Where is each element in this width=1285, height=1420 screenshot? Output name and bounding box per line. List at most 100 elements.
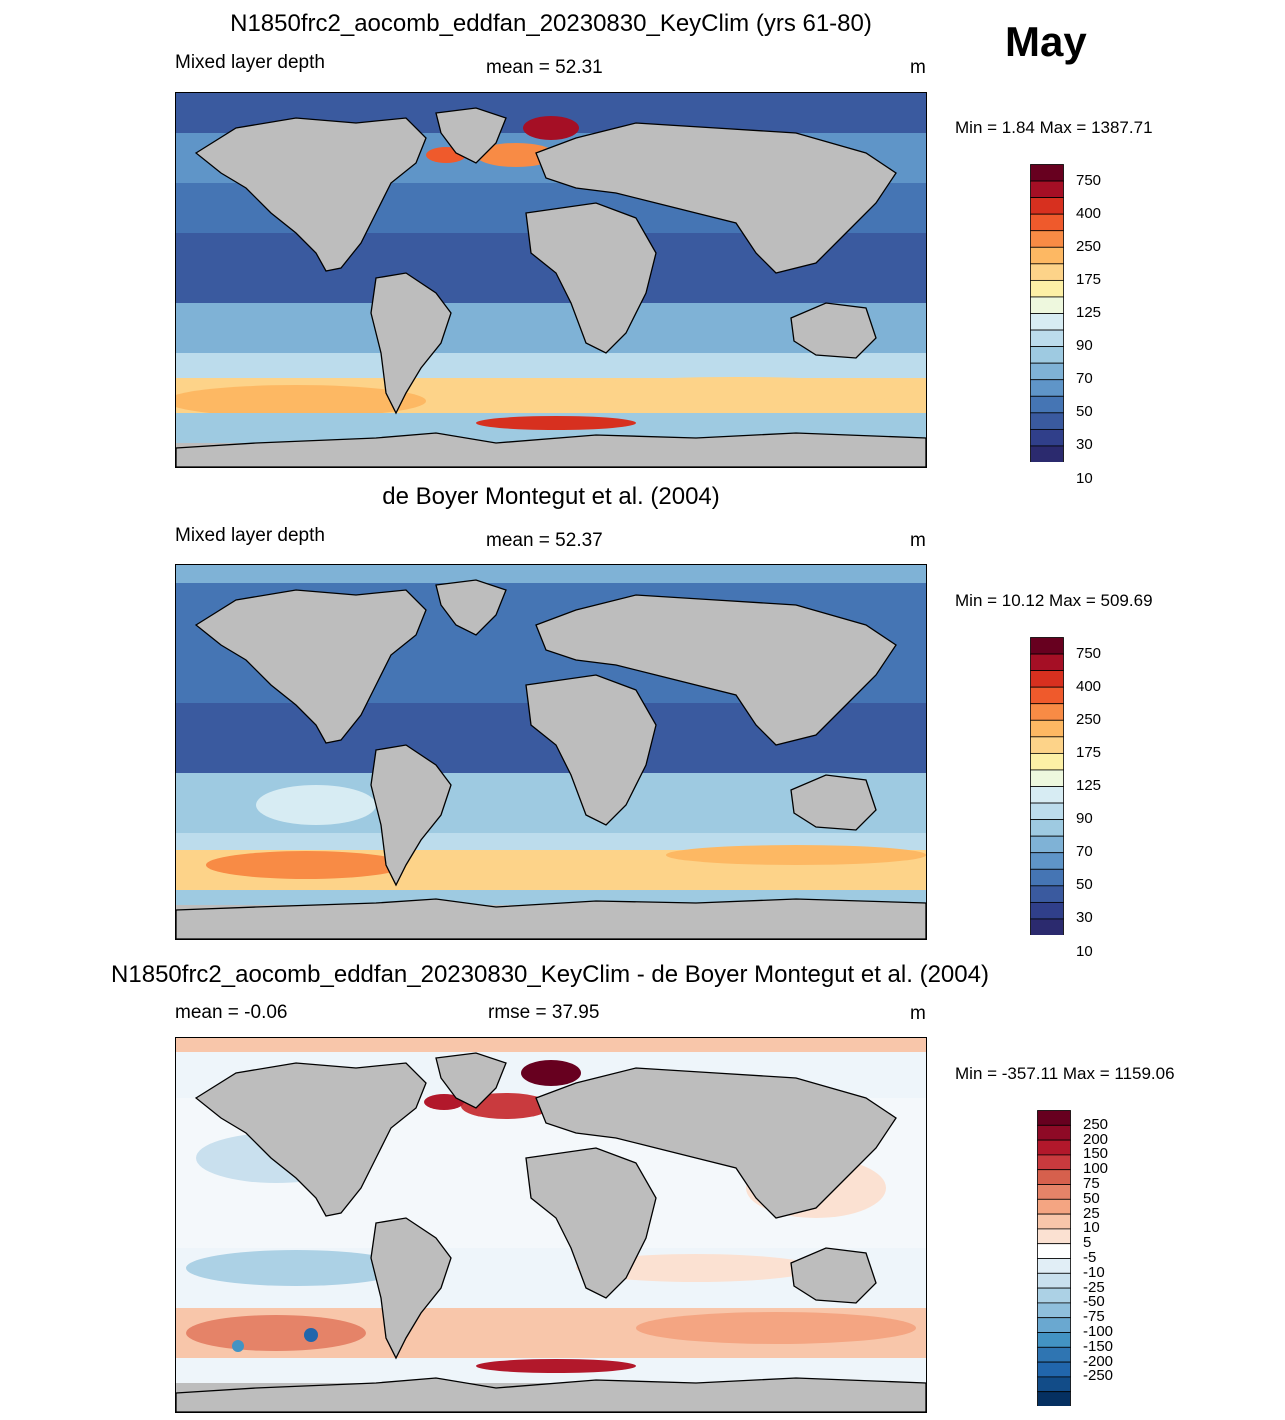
colorbar-swatch bbox=[1030, 230, 1064, 248]
colorbar-swatch bbox=[1037, 1213, 1071, 1230]
colorbar-swatch bbox=[1030, 769, 1064, 787]
colorbar-label: 30 bbox=[1076, 909, 1093, 927]
colorbar-label: 50 bbox=[1076, 876, 1093, 894]
colorbar-label: -25 bbox=[1083, 1278, 1105, 1296]
colorbar-swatch bbox=[1030, 819, 1064, 837]
panel-obs-variable-label: Mixed layer depth bbox=[175, 525, 325, 546]
colorbar-swatch bbox=[1030, 653, 1064, 672]
colorbar-swatch bbox=[1030, 329, 1064, 348]
colorbar-swatch bbox=[1037, 1376, 1071, 1393]
colorbar-label: 10 bbox=[1076, 942, 1093, 960]
colorbar-swatch bbox=[1030, 246, 1064, 265]
colorbar-swatch bbox=[1037, 1124, 1071, 1141]
colorbar-swatch bbox=[1030, 445, 1064, 463]
colorbar-swatch bbox=[1030, 164, 1064, 182]
colorbar-label: -150 bbox=[1083, 1337, 1114, 1355]
colorbar-label: 250 bbox=[1076, 237, 1102, 255]
colorbar-swatch bbox=[1037, 1317, 1071, 1333]
colorbar-swatch bbox=[1030, 296, 1064, 314]
colorbar-swatch bbox=[1030, 852, 1064, 870]
colorbar-label: 5 bbox=[1083, 1234, 1092, 1252]
panel-diff-colorbar bbox=[1037, 1110, 1071, 1411]
panel-diff-units: m bbox=[910, 1003, 926, 1024]
panel-diff-mean-label: mean = -0.06 bbox=[175, 1002, 288, 1023]
panel-model-mean-label: mean = 52.31 bbox=[486, 57, 603, 78]
colorbar-swatch bbox=[1030, 786, 1064, 804]
colorbar-label: 750 bbox=[1076, 644, 1102, 662]
colorbar-swatch bbox=[1030, 719, 1064, 738]
colorbar-label: 90 bbox=[1076, 337, 1093, 355]
colorbar-swatch bbox=[1030, 362, 1064, 381]
colorbar-label: 750 bbox=[1076, 171, 1102, 189]
panel-model-units: m bbox=[910, 57, 926, 78]
colorbar-label: 30 bbox=[1076, 436, 1093, 454]
panel-model-title: N1850frc2_aocomb_eddfan_20230830_KeyClim… bbox=[230, 10, 872, 37]
colorbar-swatch bbox=[1037, 1287, 1071, 1304]
colorbar-label: -250 bbox=[1083, 1367, 1114, 1385]
colorbar-label: 75 bbox=[1083, 1175, 1100, 1192]
colorbar-swatch bbox=[1030, 686, 1064, 705]
colorbar-label: 150 bbox=[1083, 1145, 1109, 1163]
colorbar-swatch bbox=[1030, 637, 1064, 655]
colorbar-label: 250 bbox=[1083, 1115, 1109, 1133]
colorbar-label: -100 bbox=[1083, 1323, 1114, 1340]
colorbar-label: 25 bbox=[1083, 1204, 1100, 1222]
colorbar-swatch bbox=[1037, 1154, 1071, 1171]
colorbar-label: 125 bbox=[1076, 304, 1102, 321]
colorbar-label: 90 bbox=[1076, 810, 1093, 828]
colorbar-label: 50 bbox=[1076, 403, 1093, 421]
colorbar-swatch bbox=[1030, 868, 1064, 887]
colorbar-label: 10 bbox=[1076, 469, 1093, 487]
colorbar-swatch bbox=[1030, 263, 1064, 281]
colorbar-swatch bbox=[1037, 1243, 1071, 1259]
colorbar-label: 400 bbox=[1076, 677, 1102, 695]
colorbar-swatch bbox=[1037, 1302, 1071, 1319]
panel-diff-title: N1850frc2_aocomb_eddfan_20230830_KeyClim… bbox=[111, 961, 989, 988]
colorbar-label: 125 bbox=[1076, 777, 1102, 794]
colorbar-swatch bbox=[1030, 736, 1064, 754]
panel-obs-units: m bbox=[910, 530, 926, 551]
colorbar-swatch bbox=[1030, 802, 1064, 821]
colorbar-swatch bbox=[1030, 180, 1064, 199]
colorbar-swatch bbox=[1030, 428, 1064, 447]
colorbar-label: 50 bbox=[1083, 1189, 1100, 1207]
colorbar-swatch bbox=[1037, 1110, 1071, 1126]
colorbar-label: 175 bbox=[1076, 270, 1102, 288]
panel-diff-map bbox=[175, 1037, 927, 1413]
colorbar-label: 250 bbox=[1076, 710, 1102, 728]
colorbar-swatch bbox=[1037, 1332, 1071, 1348]
colorbar-swatch bbox=[1037, 1391, 1071, 1407]
colorbar-swatch bbox=[1030, 670, 1064, 688]
colorbar-label: 10 bbox=[1083, 1219, 1100, 1237]
panel-model-colorbar bbox=[1030, 164, 1064, 467]
colorbar-swatch bbox=[1030, 703, 1064, 721]
colorbar-label: -200 bbox=[1083, 1352, 1114, 1370]
panel-obs-mean-label: mean = 52.37 bbox=[486, 530, 603, 551]
colorbar-swatch bbox=[1037, 1139, 1071, 1156]
colorbar-label: 70 bbox=[1076, 843, 1093, 861]
colorbar-label: 70 bbox=[1076, 370, 1093, 388]
colorbar-swatch bbox=[1030, 313, 1064, 331]
panel-diff-rmse-label: rmse = 37.95 bbox=[488, 1002, 600, 1023]
colorbar-swatch bbox=[1030, 412, 1064, 430]
colorbar-swatch bbox=[1037, 1228, 1071, 1245]
colorbar-label: -75 bbox=[1083, 1308, 1105, 1326]
colorbar-swatch bbox=[1037, 1346, 1071, 1363]
colorbar-label: -50 bbox=[1083, 1293, 1105, 1311]
colorbar-label: -10 bbox=[1083, 1263, 1105, 1281]
colorbar-swatch bbox=[1030, 885, 1064, 903]
panel-model-minmax: Min = 1.84 Max = 1387.71 bbox=[955, 118, 1153, 137]
colorbar-swatch bbox=[1037, 1258, 1071, 1274]
colorbar-label: 100 bbox=[1083, 1160, 1109, 1178]
colorbar-swatch bbox=[1037, 1184, 1071, 1200]
panel-obs-title: de Boyer Montegut et al. (2004) bbox=[382, 483, 720, 510]
colorbar-swatch bbox=[1030, 346, 1064, 364]
panel-model-map bbox=[175, 92, 927, 468]
colorbar-swatch bbox=[1037, 1272, 1071, 1289]
colorbar-swatch bbox=[1037, 1169, 1071, 1185]
colorbar-label: 400 bbox=[1076, 204, 1102, 222]
panel-obs-colorbar bbox=[1030, 637, 1064, 940]
colorbar-swatch bbox=[1030, 901, 1064, 920]
colorbar-swatch bbox=[1030, 835, 1064, 854]
colorbar-swatch bbox=[1030, 197, 1064, 215]
